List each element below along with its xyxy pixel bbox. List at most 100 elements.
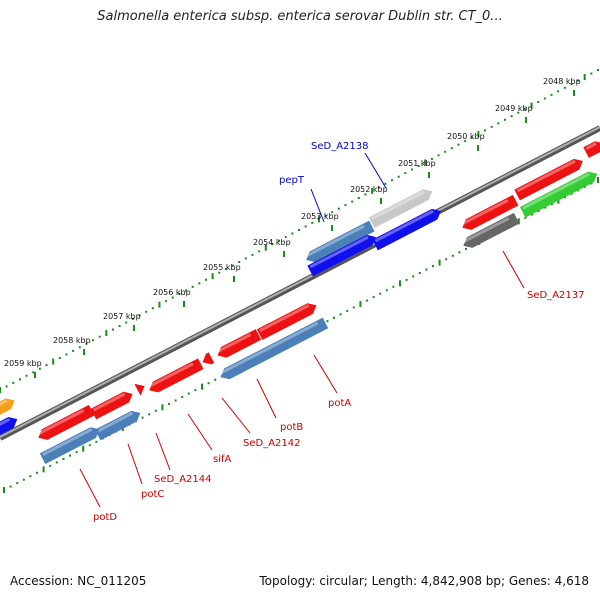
gene-label[interactable]: SeD_A2144 [154, 474, 212, 485]
outer-tick [298, 229, 300, 231]
gene-potD [39, 427, 100, 465]
outer-tick [264, 244, 267, 251]
leader-line [256, 378, 277, 419]
inner-tick [161, 404, 164, 411]
outer-tick [364, 193, 367, 196]
inner-tick [537, 210, 540, 212]
outer-tick [85, 342, 88, 345]
outer-tick [311, 221, 314, 224]
gene-green-body [519, 171, 598, 218]
outer-tick [271, 243, 274, 246]
outer-tick [450, 147, 453, 150]
outer-tick-track [0, 69, 599, 393]
gene-label[interactable]: SeD_A2142 [243, 438, 301, 449]
gene-label[interactable]: SeD_A2138 [311, 141, 369, 152]
kbp-major-tick [133, 325, 135, 331]
outer-tick [284, 236, 287, 239]
inner-tick [352, 306, 355, 309]
inner-tick [359, 301, 362, 307]
kbp-label: 2056 kbp [153, 288, 191, 297]
inner-tick [458, 251, 461, 254]
inner-tick [544, 206, 547, 209]
leader-line [313, 354, 338, 394]
gene-potB-shine [220, 321, 319, 375]
outer-tick [417, 165, 420, 167]
inner-tick [42, 466, 45, 473]
gene-pepT-shine [305, 224, 365, 258]
gene-blue-left [0, 416, 18, 439]
inner-tick [346, 309, 349, 312]
gene-label[interactable]: potB [280, 422, 303, 433]
outer-tick [304, 225, 307, 228]
gene-blue-left-shine [0, 417, 11, 431]
inner-tick [451, 254, 454, 257]
outer-tick [291, 232, 294, 235]
gene-red-top-body [514, 158, 583, 201]
outer-tick [497, 122, 500, 125]
leader-line [155, 432, 171, 471]
inner-tick [339, 313, 342, 316]
gene-orange-body [0, 398, 15, 417]
inner-tick [392, 285, 395, 288]
kbp-label: 2055 kbp [203, 263, 241, 272]
map-title: Salmonella enterica subsp. enterica sero… [97, 9, 503, 24]
outer-tick [224, 268, 227, 271]
gene-label[interactable]: sifA [213, 454, 232, 465]
outer-tick [317, 216, 320, 223]
gene-red-mid [90, 391, 133, 420]
outer-tick [92, 339, 95, 342]
kbp-major-tick [477, 145, 479, 151]
outer-tick [570, 83, 573, 86]
gene-label[interactable]: potC [141, 489, 164, 500]
inner-tick [62, 458, 65, 460]
kbp-label: 2049 kbp [495, 104, 533, 113]
gene-labels[interactable]: SeD_A2138 pepT SeD_A2137 potA potB SeD_A2142s… [93, 141, 585, 523]
outer-tick [523, 108, 526, 111]
inner-tick [557, 197, 560, 204]
kbp-major-tick [573, 90, 575, 96]
gene-green-shine [522, 172, 591, 210]
outer-tick [391, 179, 394, 182]
outer-tick [0, 387, 1, 393]
inner-tick [425, 268, 428, 271]
gene-potD-shine [42, 428, 93, 456]
outer-tick [231, 264, 234, 267]
label-leader-lines [79, 152, 525, 508]
gene-SeD-A2142-shine [217, 333, 252, 353]
inner-tick [82, 445, 85, 452]
inner-tick [399, 280, 401, 287]
gene-features[interactable] [0, 138, 600, 465]
inner-tick [69, 454, 71, 457]
outer-tick [410, 168, 413, 171]
kbp-label: 2053 kbp [301, 212, 339, 221]
outer-tick [503, 118, 506, 121]
outer-tick [324, 214, 327, 217]
inner-tick [564, 196, 566, 199]
inner-tick [154, 409, 157, 412]
gene-red-top [514, 158, 583, 201]
gene-SeD-A2137-body [462, 194, 519, 230]
gene-potD-red [37, 404, 95, 440]
kbp-major-tick [428, 172, 430, 178]
outer-tick [377, 186, 380, 189]
gene-lightgray-shine [371, 190, 426, 220]
kbp-major-tick [331, 225, 333, 231]
accession-text: Accession: NC_011205 [10, 574, 147, 588]
outer-tick [78, 346, 81, 349]
inner-tick [597, 177, 599, 183]
gene-label[interactable]: potD [93, 512, 117, 523]
outer-tick [138, 314, 141, 317]
kbp-label: 2051 kbp [398, 159, 436, 168]
inner-tick [207, 382, 210, 385]
gene-SeD-A2138-body [372, 208, 441, 251]
gene-potB [220, 317, 329, 380]
outer-tick [344, 204, 347, 207]
gene-label[interactable]: pepT [279, 175, 305, 186]
inner-tick [333, 316, 335, 319]
leader-line [364, 152, 387, 189]
gene-SeD-A2138 [372, 208, 441, 251]
gene-label[interactable]: potA [328, 398, 351, 409]
gene-label[interactable]: SeD_A2137 [527, 290, 585, 301]
outer-tick [244, 257, 247, 260]
